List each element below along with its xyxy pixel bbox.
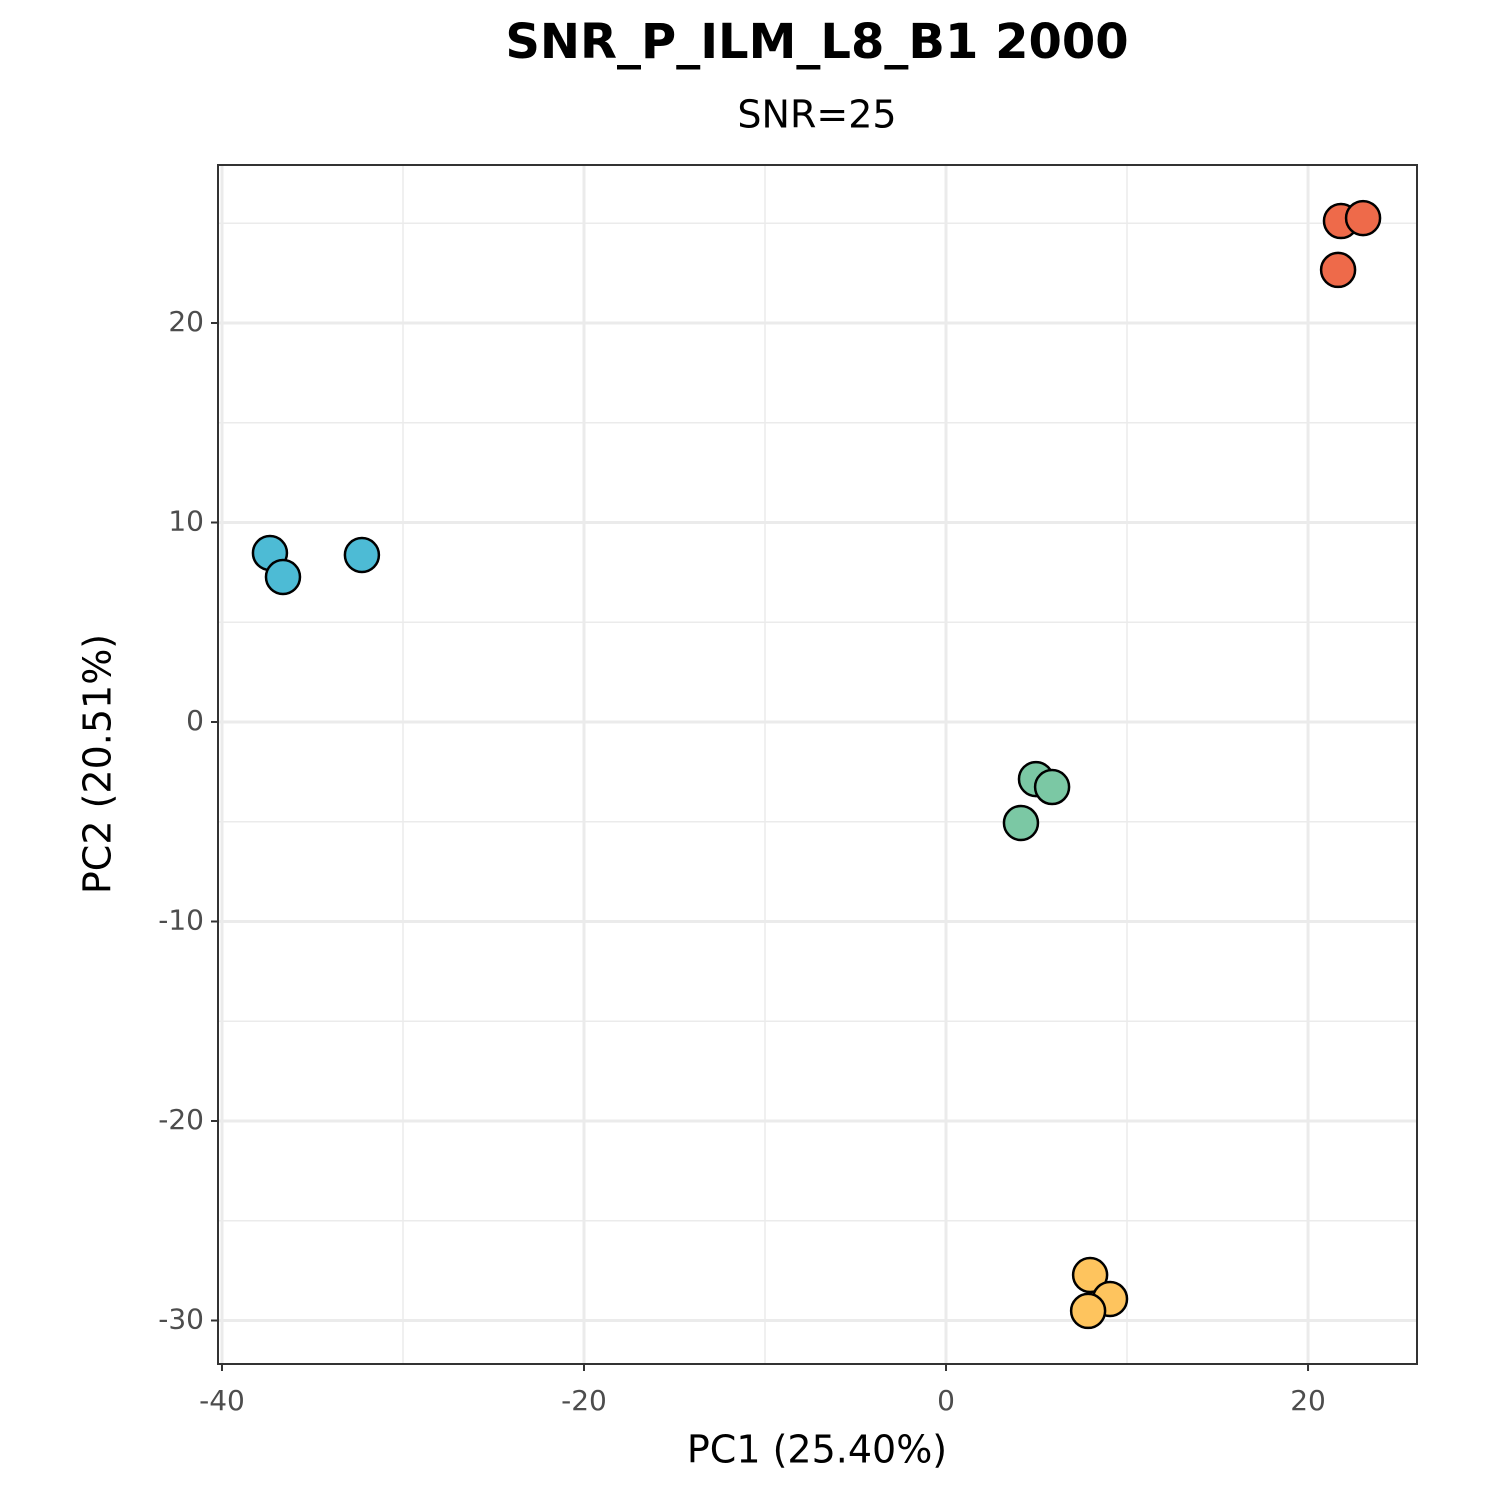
point — [1002, 804, 1040, 842]
y-tick-label: -30 — [158, 1303, 204, 1336]
y-tick-label: -10 — [158, 904, 204, 937]
plot-area — [218, 165, 1417, 1364]
x-tick-label: 0 — [937, 1384, 955, 1417]
plot-border — [217, 164, 1418, 1365]
y-tick-label: -20 — [158, 1103, 204, 1136]
y-axis-label: PC2 (20.51%) — [76, 634, 120, 894]
x-tick-label: -20 — [561, 1384, 607, 1417]
point — [1071, 1256, 1109, 1294]
chart-subtitle: SNR=25 — [737, 93, 896, 137]
y-tick-label: 20 — [168, 305, 204, 338]
y-tick-label: 10 — [168, 505, 204, 538]
point — [264, 558, 302, 596]
y-tick-label: 0 — [186, 704, 204, 737]
point — [343, 536, 381, 574]
x-axis-label: PC1 (25.40%) — [687, 1428, 947, 1472]
chart-title: SNR_P_ILM_L8_B1 2000 — [505, 14, 1128, 70]
point — [1319, 251, 1357, 289]
x-tick-label: -40 — [199, 1384, 245, 1417]
point — [1033, 768, 1071, 806]
point — [1069, 1292, 1107, 1330]
x-tick-label: 20 — [1290, 1384, 1326, 1417]
point — [1344, 199, 1382, 237]
